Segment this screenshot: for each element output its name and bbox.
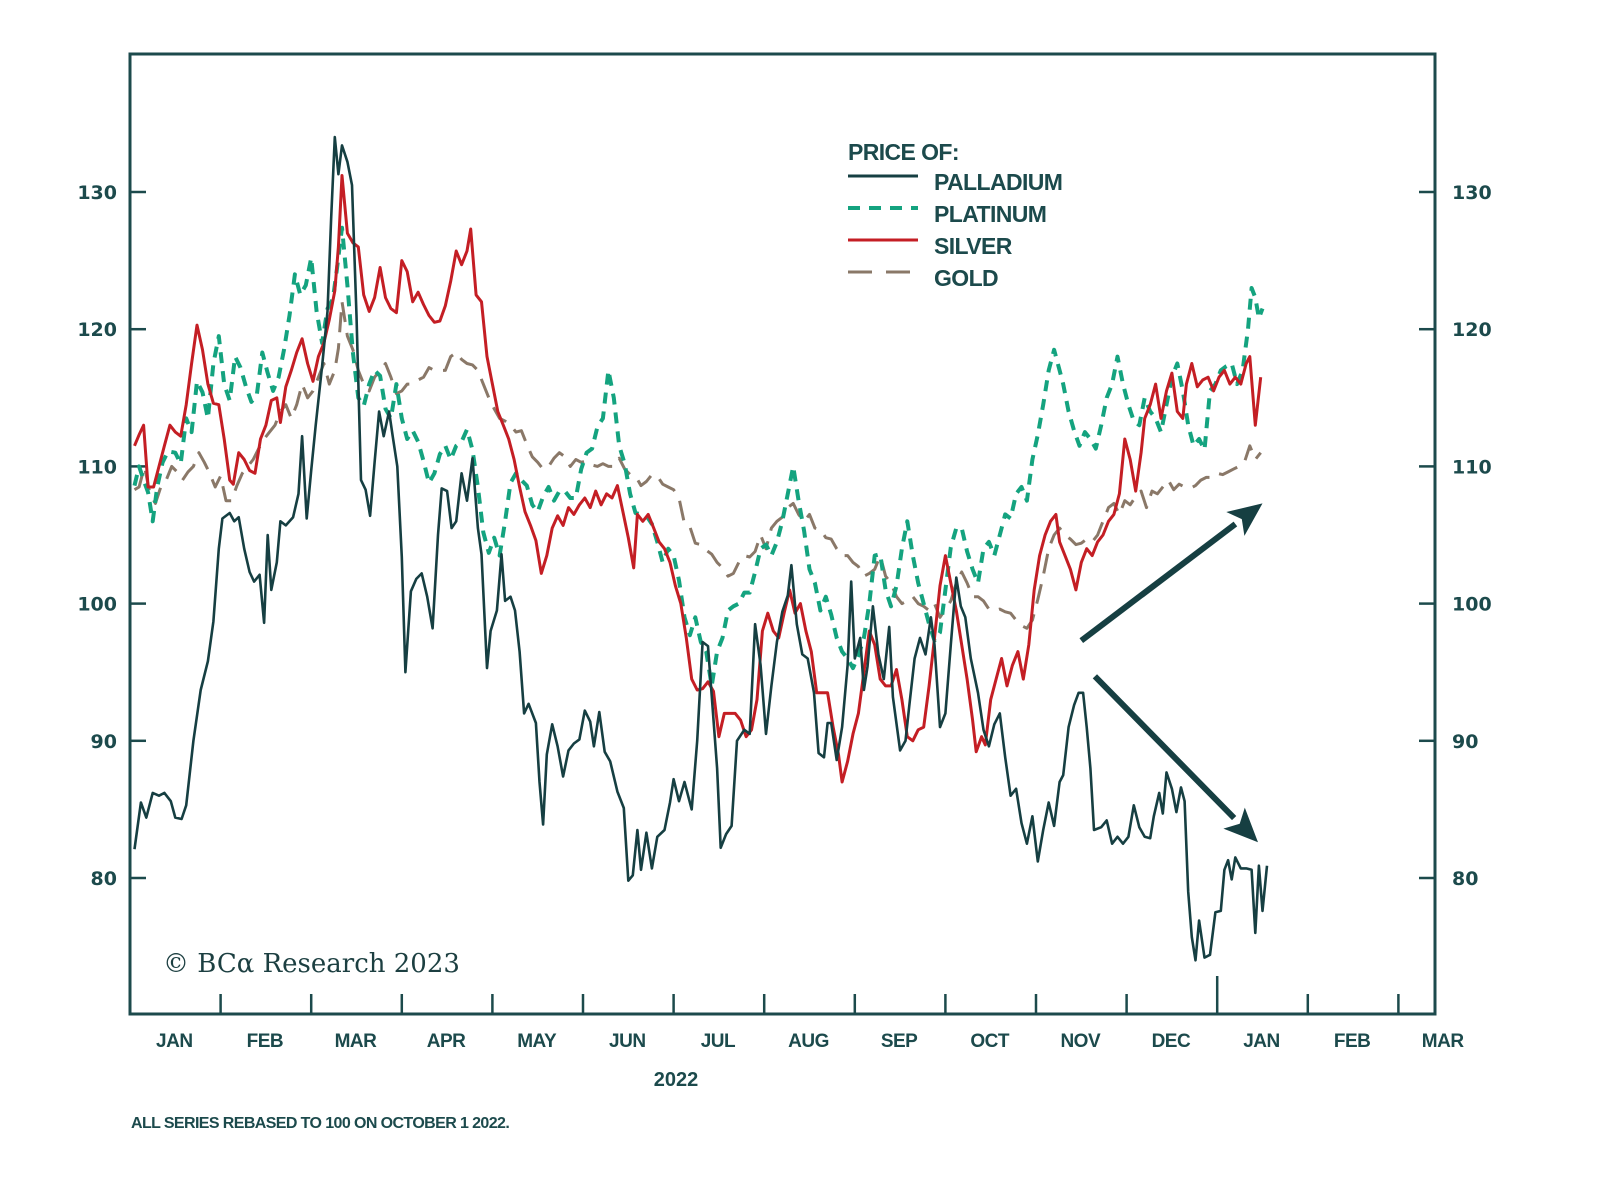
y-tick-label-right: 120 <box>1452 319 1492 341</box>
y-tick-label-left: 120 <box>77 319 117 341</box>
y-tick-label-left: 90 <box>91 731 117 753</box>
x-axis: JAN FEB MAR APR MAY JUN JUL AUG SEP OCT NOV DEC JAN F… <box>156 976 1465 1052</box>
y-tick-label-right: 110 <box>1452 456 1492 478</box>
footnote: ALL SERIES REBASED TO 100 ON OCTOBER 1 2… <box>131 1115 509 1132</box>
series-layer <box>132 135 1269 962</box>
x-tick-label: JAN <box>1243 1031 1280 1052</box>
copyright-text: © BCα Research 2023 <box>163 949 460 979</box>
y-axis-left: 80 90 100 110 120 130 <box>77 182 146 890</box>
x-tick-label: AUG <box>788 1031 829 1052</box>
y-tick-label-right: 90 <box>1452 731 1478 753</box>
x-axis-year-label: 2022 <box>654 1069 699 1091</box>
x-tick-label: DEC <box>1152 1031 1191 1052</box>
series-line-silver <box>133 174 1263 784</box>
y-tick-label-left: 130 <box>77 182 117 204</box>
legend-label-platinum: PLATINUM <box>934 201 1046 227</box>
y-tick-label-right: 130 <box>1452 182 1492 204</box>
arrow-head-down-right <box>1223 807 1258 843</box>
x-tick-label: JAN <box>156 1031 193 1052</box>
series-line-palladium <box>133 135 1269 962</box>
x-tick-label: SEP <box>881 1031 918 1052</box>
x-tick-label: JUL <box>701 1031 736 1052</box>
x-tick-label: MAR <box>335 1031 378 1052</box>
series-line-platinum <box>132 225 1265 688</box>
x-tick-label: MAR <box>1422 1031 1465 1052</box>
arrow-shaft-down-right <box>1092 674 1237 821</box>
legend-title: PRICE OF: <box>848 139 959 165</box>
x-tick-label: MAY <box>517 1031 557 1052</box>
x-tick-label: OCT <box>970 1031 1010 1052</box>
legend: PRICE OF: PALLADIUM PLATINUM SILVER GOLD <box>848 139 1063 291</box>
legend-label-palladium: PALLADIUM <box>934 169 1062 195</box>
trend-arrows <box>1079 503 1263 843</box>
y-axis-right: 80 90 100 110 120 130 <box>1419 182 1492 890</box>
x-tick-label: JUN <box>609 1031 646 1052</box>
arrow-shaft-up-right <box>1079 521 1238 644</box>
legend-label-gold: GOLD <box>934 265 998 291</box>
arrow-head-up-right <box>1226 503 1263 536</box>
y-tick-label-right: 100 <box>1452 594 1492 616</box>
y-tick-label-right: 80 <box>1452 868 1478 890</box>
legend-label-silver: SILVER <box>934 233 1013 259</box>
plot-frame <box>128 52 1437 1016</box>
x-tick-label: FEB <box>247 1031 284 1052</box>
y-tick-label-left: 100 <box>77 594 117 616</box>
y-tick-label-left: 80 <box>91 868 117 890</box>
y-tick-label-left: 110 <box>77 456 117 478</box>
x-tick-label: NOV <box>1060 1031 1101 1052</box>
x-tick-label: APR <box>427 1031 466 1052</box>
x-tick-label: FEB <box>1334 1031 1371 1052</box>
